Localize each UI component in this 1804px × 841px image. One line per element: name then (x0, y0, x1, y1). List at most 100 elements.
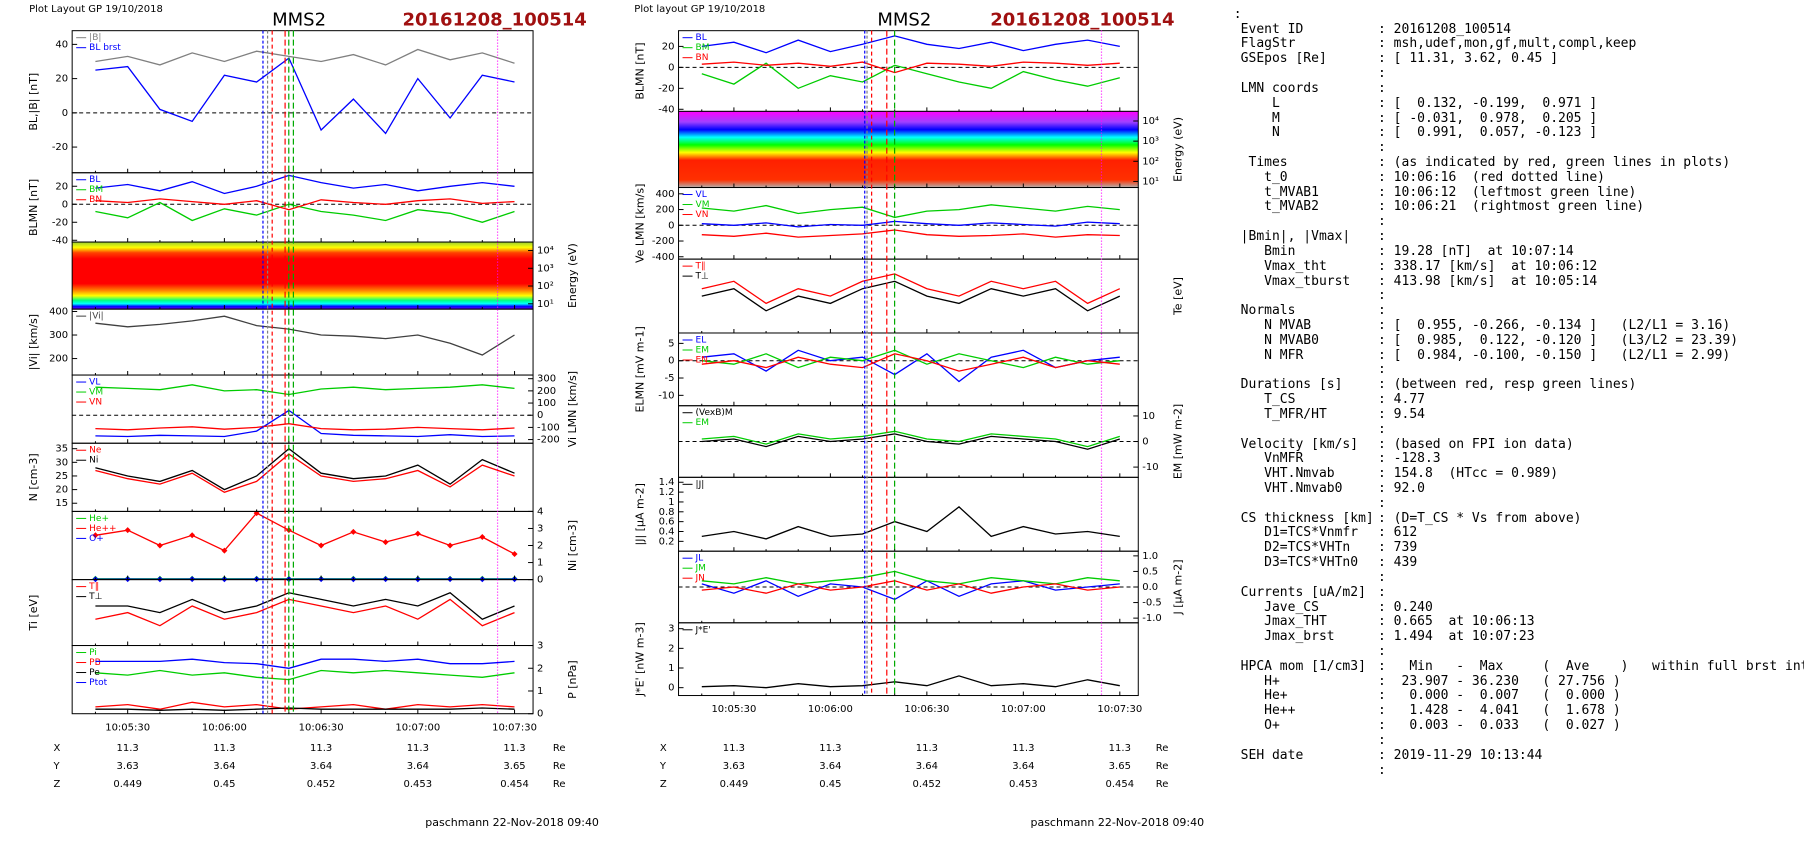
y-tick-label: 200 (655, 205, 674, 216)
info-key: Velocity [km/s] (1240, 436, 1359, 452)
y-tick-label: -5 (665, 373, 675, 384)
series-line (701, 349, 1120, 369)
legend-label: VN (696, 210, 709, 220)
info-value: : (1378, 229, 1386, 245)
panel-frame (678, 332, 1139, 407)
position-cell: 11.3 (819, 743, 841, 754)
series-marker (414, 530, 421, 537)
y-tick-label: 0 (668, 220, 674, 231)
info-value: : Min - Max ( Ave ) within full brst int (1378, 658, 1804, 674)
legend-label: EN (696, 355, 708, 365)
spacecraft-title: MMS2 (877, 9, 931, 30)
y-tick-label: 0.8 (659, 507, 675, 518)
y-tick-label: 1 (537, 686, 543, 697)
y-tick-label: 3 (537, 523, 543, 534)
series-line (701, 580, 1120, 594)
position-cell: 11.3 (213, 743, 235, 754)
y-tick-label: 1.4 (659, 477, 675, 488)
info-value: : (1378, 80, 1386, 96)
y-tick-label: 300 (537, 374, 556, 385)
position-cell: 0.452 (913, 779, 942, 790)
y-tick-label: 0 (537, 410, 543, 421)
y-tick-label: 15 (55, 498, 68, 509)
info-key: D1=TCS*Vnmfr (1240, 525, 1359, 541)
series-line (95, 315, 515, 356)
info-key: T_MFR/HT (1240, 406, 1327, 422)
position-cell: Y (659, 761, 667, 772)
info-value: : (1378, 214, 1386, 230)
legend-label: T⊥ (695, 272, 709, 282)
position-cell: 11.3 (916, 743, 938, 754)
info-value: : 19.28 [nT] at 10:07:14 (1378, 243, 1574, 259)
legend-label: BM (696, 43, 710, 53)
info-value: : (between red, resp green lines) (1378, 377, 1637, 393)
legend-label: JM (695, 564, 706, 574)
series-line (95, 598, 515, 627)
y-axis-label: ELMN [mV m-1] (634, 326, 647, 412)
legend-label: (VexB)M (696, 408, 733, 418)
info-key: : (1233, 6, 1242, 22)
y-tick-label: 30 (55, 457, 68, 468)
y-tick-label: 20 (55, 74, 68, 85)
info-key: SEH date (1240, 747, 1304, 763)
legend-label: |B| (89, 33, 101, 43)
x-tick-label: 10:05:30 (711, 704, 756, 715)
y-tick-label: -200 (537, 435, 560, 446)
info-value: : [ -0.031, 0.978, 0.205 ] (1378, 110, 1598, 126)
series-line (95, 409, 515, 438)
info-value: : (1378, 732, 1386, 748)
y-tick-label: 4 (537, 506, 543, 517)
info-key: N MFR (1240, 347, 1304, 363)
info-value: : (1378, 362, 1386, 378)
y-tick-label: -0.5 (1142, 598, 1162, 609)
position-cell: 0.454 (1105, 779, 1134, 790)
y-tick-label: 0 (668, 683, 674, 694)
x-tick-label: 10:07:30 (1097, 704, 1142, 715)
info-key: Vmax_tburst (1240, 273, 1351, 289)
legend-label: EM (696, 418, 709, 428)
legend-label: T∥ (695, 262, 706, 272)
info-key: VnMFR (1240, 451, 1304, 467)
event-id: 20161208_100514 (402, 9, 586, 30)
legend-label: BL (89, 175, 100, 185)
y-tick-label: -20 (658, 83, 674, 94)
info-value: : 2019-11-29 10:13:44 (1378, 747, 1543, 763)
y-tick-label: 0 (62, 199, 68, 210)
x-tick-label: 10:07:30 (492, 722, 537, 733)
legend-label: |Vi| (89, 312, 104, 322)
legend-label: VL (696, 190, 707, 200)
legend-label: J*E' (695, 625, 711, 635)
info-value: : (1378, 569, 1386, 585)
panel-frame (678, 476, 1139, 552)
series-line (95, 453, 515, 494)
y-tick-label: 1.2 (659, 487, 675, 498)
info-key: HPCA mom [1/cm3] (1240, 658, 1366, 674)
series-line (95, 201, 515, 223)
legend-label: Ptot (89, 678, 107, 688)
info-value: : 10:06:12 (leftmost green line) (1378, 184, 1637, 200)
info-key: Jmax_THT (1240, 614, 1327, 630)
info-value: : 154.8 (HTcc = 0.989) (1378, 466, 1559, 482)
position-cell: Z (660, 779, 667, 790)
info-value: : [ 0.985, 0.122, -0.120 ] (L3/L2 = 23.3… (1378, 332, 1739, 348)
series-line (95, 592, 515, 620)
y-tick-label: 10⁴ (537, 246, 554, 257)
legend-label: O+ (89, 534, 104, 544)
y-tick-label: 40 (55, 39, 68, 50)
y-tick-label: 10 (1142, 411, 1155, 422)
y-tick-label: 20 (55, 181, 68, 192)
info-key: N (1240, 125, 1280, 141)
position-cell: Z (54, 779, 61, 790)
x-tick-label: 10:06:00 (202, 722, 247, 733)
y-tick-label: 0 (668, 62, 674, 73)
y-axis-label: Ti [eV] (27, 595, 40, 632)
y-tick-label: 1.0 (1142, 551, 1158, 562)
y-axis-label: J [μA m-2] (1171, 559, 1184, 615)
position-cell: 11.3 (1109, 743, 1131, 754)
series-line (701, 430, 1120, 448)
legend-label: BN (89, 195, 102, 205)
panel-frame (71, 30, 534, 174)
legend-label: Ne (89, 446, 102, 456)
